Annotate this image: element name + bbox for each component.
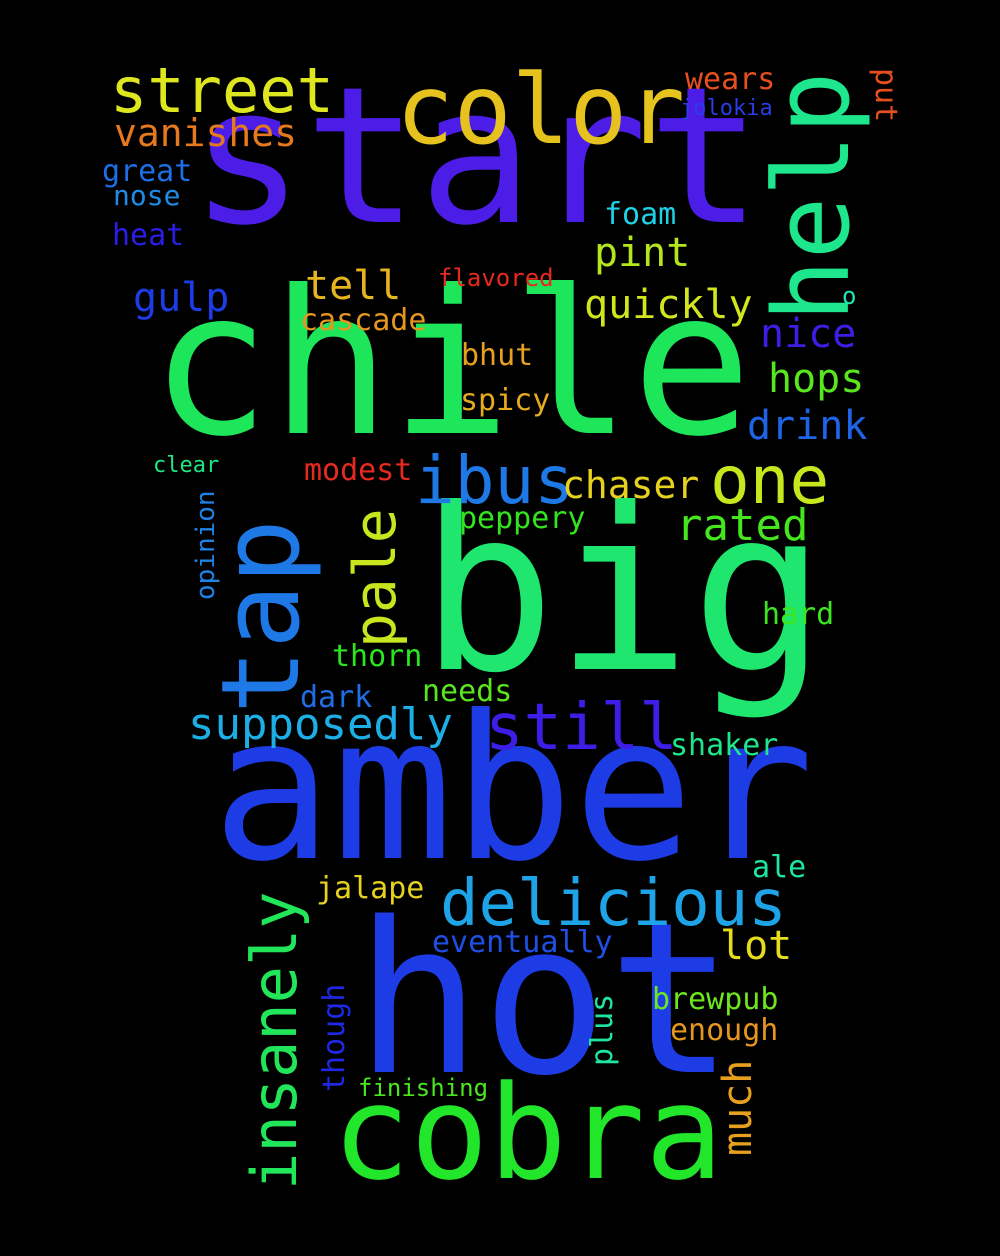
word-enough: enough xyxy=(670,1013,779,1048)
word-gulp: gulp xyxy=(133,275,230,321)
word-pint: pint xyxy=(594,230,691,276)
word-insanely: insanely xyxy=(238,891,311,1190)
word-great: great xyxy=(102,154,193,189)
word-flavored: flavored xyxy=(438,264,554,292)
word-quickly: quickly xyxy=(584,282,753,328)
word-dark: dark xyxy=(300,680,373,715)
word-finishing: finishing xyxy=(358,1074,489,1102)
word-color: color xyxy=(396,54,685,166)
word-thorn: thorn xyxy=(332,639,423,674)
word-one: one xyxy=(710,442,830,519)
word-opinion: opinion xyxy=(191,490,221,600)
word-lot: lot xyxy=(720,923,793,969)
word-cobra: cobra xyxy=(332,1057,724,1209)
word-amber: amber xyxy=(212,673,815,906)
word-jolokia: jolokia xyxy=(680,96,773,121)
word-o: o xyxy=(842,282,857,310)
word-start: start xyxy=(190,46,762,267)
word-bhut: bhut xyxy=(461,338,534,373)
word-rated: rated xyxy=(676,500,809,551)
word-nice: nice xyxy=(760,311,857,357)
word-ibus: ibus xyxy=(415,442,574,519)
word-hops: hops xyxy=(768,356,865,402)
word-ale: ale xyxy=(752,850,807,885)
word-delicious: delicious xyxy=(440,867,787,941)
word-street: street xyxy=(110,54,334,127)
word-nose: nose xyxy=(113,179,181,212)
word-clear: clear xyxy=(153,453,220,478)
word-plus: plus xyxy=(585,993,620,1066)
word-hot: hot xyxy=(355,877,735,1122)
word-chile: chile xyxy=(150,248,753,481)
word-pale: pale xyxy=(341,508,409,648)
word-peppery: peppery xyxy=(459,501,586,536)
word-wears: wears xyxy=(685,62,776,97)
word-foam: foam xyxy=(604,197,677,232)
word-though: though xyxy=(317,983,352,1092)
word-heat: heat xyxy=(112,218,185,253)
word-jalape: jalape xyxy=(316,871,425,906)
word-still: still xyxy=(485,691,678,765)
word-cascade: cascade xyxy=(300,303,427,338)
word-shaker: shaker xyxy=(670,728,779,763)
word-brewpub: brewpub xyxy=(652,982,779,1017)
word-tell: tell xyxy=(305,263,402,309)
word-needs: needs xyxy=(422,674,513,709)
word-much: much xyxy=(715,1059,761,1156)
word-hard: hard xyxy=(762,597,835,632)
word-eventually: eventually xyxy=(432,925,613,960)
word-spicy: spicy xyxy=(460,383,551,418)
word-big: big xyxy=(420,461,827,723)
word-supposedly: supposedly xyxy=(188,699,453,750)
word-chaser: chaser xyxy=(562,463,700,507)
word-put: put xyxy=(868,68,903,123)
word-drink: drink xyxy=(747,403,868,449)
word-modest: modest xyxy=(304,453,413,488)
word-vanishes: vanishes xyxy=(114,111,298,155)
